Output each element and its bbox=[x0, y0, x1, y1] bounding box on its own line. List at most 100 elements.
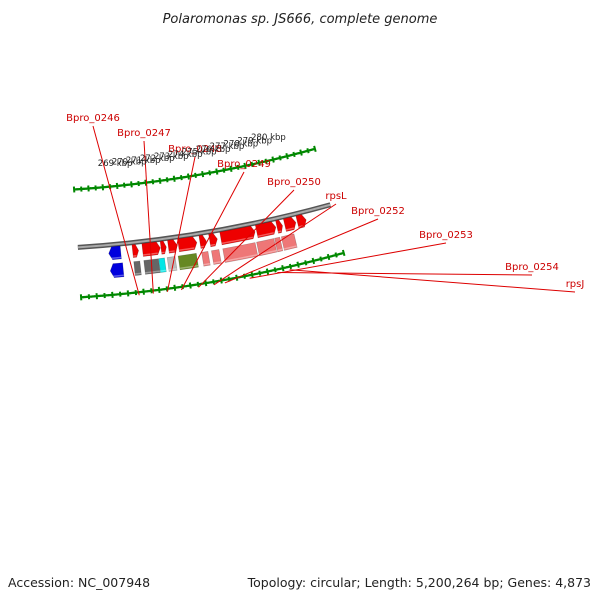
gene-feature-highlight bbox=[110, 274, 124, 278]
gene-feature-outer-10[interactable] bbox=[256, 238, 278, 257]
outer-minor-tick bbox=[316, 258, 320, 262]
gene-feature-inner-16[interactable] bbox=[167, 239, 178, 254]
inner-minor-tick bbox=[194, 172, 197, 178]
gene-feature-outer-9[interactable] bbox=[222, 242, 259, 263]
inner-minor-tick bbox=[303, 150, 307, 153]
gene-feature-highlight bbox=[168, 250, 175, 253]
outer-minor-tick bbox=[318, 258, 321, 261]
tick-label-279: 279 kbp bbox=[237, 136, 272, 146]
gene-label-bpro_0253[interactable]: Bpro_0253 bbox=[419, 230, 473, 241]
gene-feature-inner-23[interactable] bbox=[282, 216, 297, 232]
inner-major-tick bbox=[186, 173, 190, 180]
outer-minor-tick bbox=[334, 252, 338, 258]
gene-label-bpro_0252[interactable]: Bpro_0252 bbox=[351, 206, 405, 217]
gene-label-rpsj[interactable]: rpsJ bbox=[566, 279, 585, 290]
outer-major-tick bbox=[281, 265, 285, 272]
outer-minor-tick bbox=[322, 256, 326, 260]
gene-label-rpsl[interactable]: rpsL bbox=[325, 191, 347, 202]
inner-minor-tick bbox=[165, 177, 169, 183]
gene-feature-highlight bbox=[168, 268, 177, 271]
gene-feature-outer-8[interactable] bbox=[211, 249, 222, 265]
inner-minor-tick bbox=[309, 148, 313, 152]
outer-major-tick bbox=[341, 249, 346, 257]
inner-minor-tick bbox=[307, 148, 311, 152]
gene-feature-outer-11[interactable] bbox=[274, 236, 284, 253]
outer-tick-ring bbox=[79, 249, 346, 301]
inner-minor-tick bbox=[305, 149, 309, 153]
tick-label-278: 278 kbp bbox=[224, 139, 259, 149]
gene-label-bpro_0249[interactable]: Bpro_0249 bbox=[217, 159, 271, 170]
gene-feature-inner-13[interactable] bbox=[131, 244, 139, 258]
inner-major-tick bbox=[229, 165, 233, 172]
inner-minor-tick bbox=[295, 152, 299, 156]
gene-label-bpro_0254[interactable]: Bpro_0254 bbox=[505, 262, 559, 273]
gene-label-bpro_0246[interactable]: Bpro_0246 bbox=[66, 113, 120, 124]
gene-features bbox=[108, 214, 307, 278]
gene-feature-highlight bbox=[285, 227, 294, 231]
outer-minor-tick bbox=[273, 267, 277, 273]
inner-minor-tick bbox=[275, 157, 279, 160]
gene-feature-highlight bbox=[277, 248, 283, 252]
outer-minor-tick bbox=[308, 260, 312, 264]
genome-backbone bbox=[77, 202, 332, 250]
outer-minor-tick bbox=[288, 263, 293, 270]
inner-minor-tick bbox=[296, 151, 300, 155]
outer-minor-tick bbox=[314, 258, 318, 262]
gene-feature-outer-6[interactable] bbox=[177, 252, 199, 271]
inner-minor-tick bbox=[179, 175, 183, 181]
inner-minor-tick bbox=[250, 161, 254, 168]
gene-feature-inner-18[interactable] bbox=[198, 234, 207, 249]
gene-feature-outer-0[interactable] bbox=[109, 262, 125, 278]
gene-feature-highlight bbox=[160, 269, 167, 272]
gene-feature-highlight bbox=[277, 230, 282, 233]
tick-label-269: 269 kbp bbox=[98, 159, 133, 169]
genome-summary: Topology: circular; Length: 5,200,264 bp… bbox=[247, 575, 591, 590]
outer-minor-tick bbox=[299, 262, 303, 266]
outer-minor-tick bbox=[302, 261, 306, 265]
outer-minor-tick bbox=[340, 251, 344, 255]
outer-minor-tick bbox=[134, 289, 138, 296]
outer-minor-tick bbox=[295, 263, 299, 267]
outer-minor-tick bbox=[258, 270, 262, 276]
gene-feature-inner-20[interactable] bbox=[219, 225, 256, 246]
gene-feature-highlight bbox=[145, 270, 161, 274]
gene-label-bpro_0248[interactable]: Bpro_0248 bbox=[168, 144, 222, 155]
gene-feature-inner-21[interactable] bbox=[254, 221, 277, 239]
gene-label-bpro_0250[interactable]: Bpro_0250 bbox=[267, 177, 321, 188]
outer-minor-tick bbox=[336, 253, 340, 256]
outer-major-tick bbox=[126, 290, 130, 297]
outer-minor-tick bbox=[307, 260, 311, 264]
outer-minor-tick bbox=[313, 259, 317, 262]
outer-major-tick bbox=[111, 291, 114, 298]
outer-major-tick bbox=[311, 257, 316, 265]
gene-feature-outer-4[interactable] bbox=[158, 257, 167, 273]
inner-minor-tick bbox=[208, 170, 212, 176]
outer-minor-tick bbox=[324, 256, 327, 260]
outer-minor-tick bbox=[328, 255, 332, 258]
gene-feature-inner-19[interactable] bbox=[208, 232, 218, 248]
gene-feature-highlight bbox=[213, 261, 222, 264]
inner-minor-tick bbox=[273, 157, 276, 161]
outer-major-tick bbox=[326, 253, 331, 261]
inner-minor-tick bbox=[281, 155, 285, 159]
gene-feature-inner-22[interactable] bbox=[275, 219, 283, 234]
gene-feature-highlight bbox=[179, 247, 195, 252]
outer-major-tick bbox=[142, 288, 145, 295]
inner-major-tick bbox=[172, 175, 176, 182]
gene-feature-outer-7[interactable] bbox=[201, 251, 211, 267]
outer-minor-tick bbox=[301, 262, 305, 265]
gene-feature-inner-15[interactable] bbox=[159, 240, 167, 255]
gene-feature-inner-17[interactable] bbox=[177, 236, 198, 253]
inner-major-tick bbox=[215, 168, 219, 175]
inner-major-tick bbox=[101, 184, 105, 191]
gene-feature-inner-1[interactable] bbox=[108, 245, 122, 261]
gene-feature-highlight bbox=[179, 264, 199, 270]
gene-label-bpro_0247[interactable]: Bpro_0247 bbox=[117, 128, 171, 139]
gene-feature-outer-2[interactable] bbox=[133, 260, 142, 276]
outer-minor-tick bbox=[321, 257, 324, 260]
inner-major-tick bbox=[115, 182, 119, 190]
gene-feature-highlight bbox=[143, 252, 158, 256]
outer-minor-tick bbox=[337, 252, 341, 256]
tick-label-273: 273 kbp bbox=[154, 152, 189, 162]
inner-minor-tick bbox=[287, 154, 290, 158]
